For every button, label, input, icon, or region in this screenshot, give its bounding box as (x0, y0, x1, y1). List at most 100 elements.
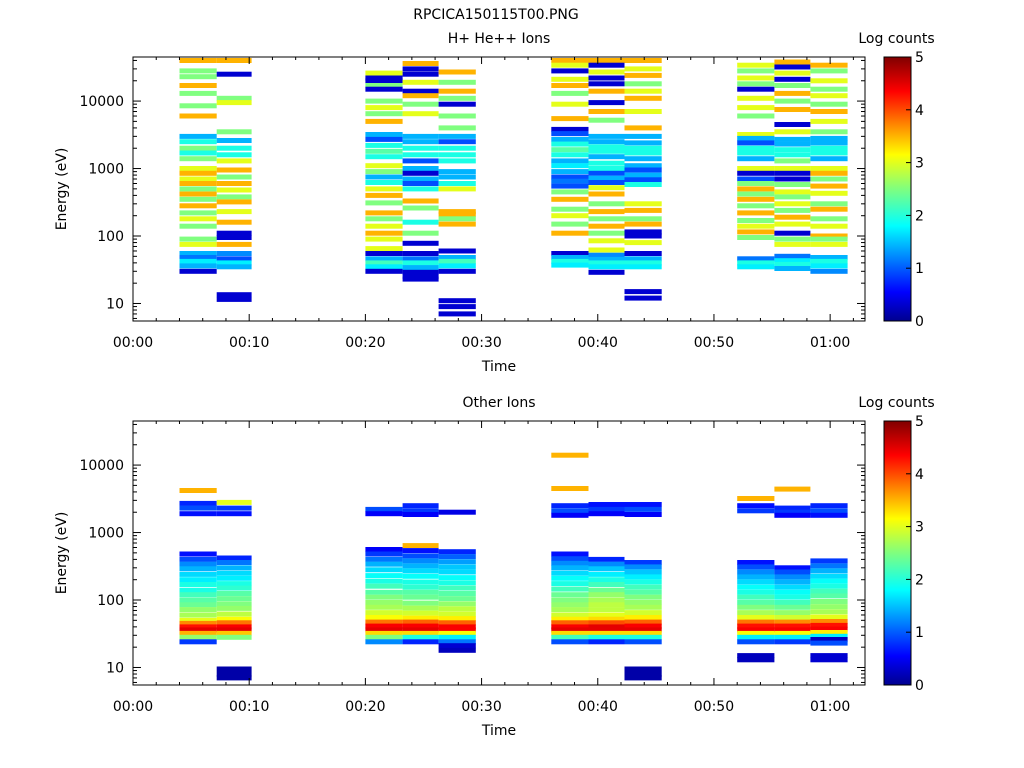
data-cell (588, 624, 625, 630)
data-cell (438, 133, 476, 139)
y-tick-label: 10000 (79, 458, 124, 474)
data-cell (737, 560, 775, 565)
data-cell (551, 230, 589, 236)
data-cell (588, 264, 625, 270)
data-cell (737, 223, 775, 229)
data-cell (438, 298, 476, 304)
data-cell (179, 216, 217, 222)
data-cell (624, 584, 662, 590)
data-cell (737, 503, 775, 509)
data-cell (551, 634, 589, 640)
data-cell (774, 230, 811, 236)
data-cell (365, 604, 403, 610)
data-cell (402, 61, 439, 66)
data-cell (624, 58, 662, 63)
data-cell (402, 186, 439, 192)
data-cell (737, 630, 775, 636)
data-cell (438, 509, 476, 515)
data-cell (551, 116, 589, 122)
data-cell (624, 72, 662, 78)
data-cell (216, 181, 252, 186)
data-cell (438, 639, 476, 645)
data-cell (438, 311, 476, 317)
x-tick-label: 00:20 (345, 699, 385, 715)
data-cell (624, 233, 662, 239)
data-cell (737, 264, 775, 270)
data-cell (216, 292, 252, 298)
data-cell (774, 505, 811, 511)
data-cell (737, 623, 775, 629)
data-cell (624, 623, 662, 629)
colorbar-tick-label: 4 (915, 103, 924, 119)
data-cell (737, 196, 775, 202)
figure-title: RPCICA150115T00.PNG (413, 7, 578, 23)
data-cell (402, 111, 439, 117)
data-cell (216, 296, 252, 302)
data-cell (402, 558, 439, 564)
data-cell (365, 556, 403, 562)
data-cell (551, 575, 589, 581)
data-cell (365, 186, 403, 192)
data-cell (588, 81, 625, 87)
data-cell (588, 209, 625, 215)
data-cell (365, 148, 403, 154)
data-cell (216, 241, 252, 247)
data-cell (216, 58, 252, 63)
data-cell (402, 610, 439, 616)
data-cell (624, 619, 662, 625)
data-cell (810, 558, 848, 564)
data-cell (438, 221, 476, 227)
data-cell (588, 69, 625, 75)
data-cell (438, 591, 476, 596)
data-cell (216, 666, 252, 672)
data-cell (774, 600, 811, 605)
data-cell (774, 182, 811, 187)
data-cell (588, 216, 625, 222)
data-cell (810, 145, 848, 151)
data-cell (737, 615, 775, 620)
data-cell (737, 86, 775, 92)
x-tick-label: 00:50 (694, 335, 734, 351)
data-cell (179, 83, 217, 88)
data-cell (438, 630, 476, 636)
y-tick-label: 10 (106, 296, 124, 312)
data-cell (774, 512, 811, 518)
data-cell (810, 657, 848, 663)
data-cell (624, 289, 662, 295)
data-cell (774, 90, 811, 96)
data-cell (179, 255, 217, 260)
data-cell (365, 578, 403, 584)
data-cell (810, 78, 848, 84)
data-cell (551, 147, 589, 153)
data-cell (365, 583, 403, 589)
data-cell (365, 561, 403, 567)
data-cell (438, 69, 476, 75)
colorbar-label: Log counts (858, 31, 934, 47)
data-cell (774, 152, 811, 158)
data-cell (179, 236, 217, 242)
data-cell (438, 125, 476, 131)
data-cell (438, 620, 476, 626)
data-cell (402, 543, 439, 549)
data-cell (810, 166, 848, 171)
data-cell (438, 585, 476, 591)
data-cell (402, 605, 439, 611)
data-cell (216, 581, 252, 587)
data-cell (624, 512, 662, 517)
data-cell (737, 176, 775, 182)
data-cells (179, 58, 848, 317)
data-cell (438, 559, 476, 565)
data-cell (551, 612, 589, 618)
data-cell (774, 241, 811, 247)
data-cell (438, 624, 476, 630)
data-cell (216, 611, 252, 617)
data-cell (588, 556, 625, 562)
data-cell (737, 186, 775, 192)
colorbar-tick-label: 3 (915, 520, 924, 536)
data-cell (179, 203, 217, 209)
data-cell (365, 98, 403, 104)
data-cell (588, 247, 625, 253)
data-cell (179, 251, 217, 256)
data-cell (438, 606, 476, 612)
